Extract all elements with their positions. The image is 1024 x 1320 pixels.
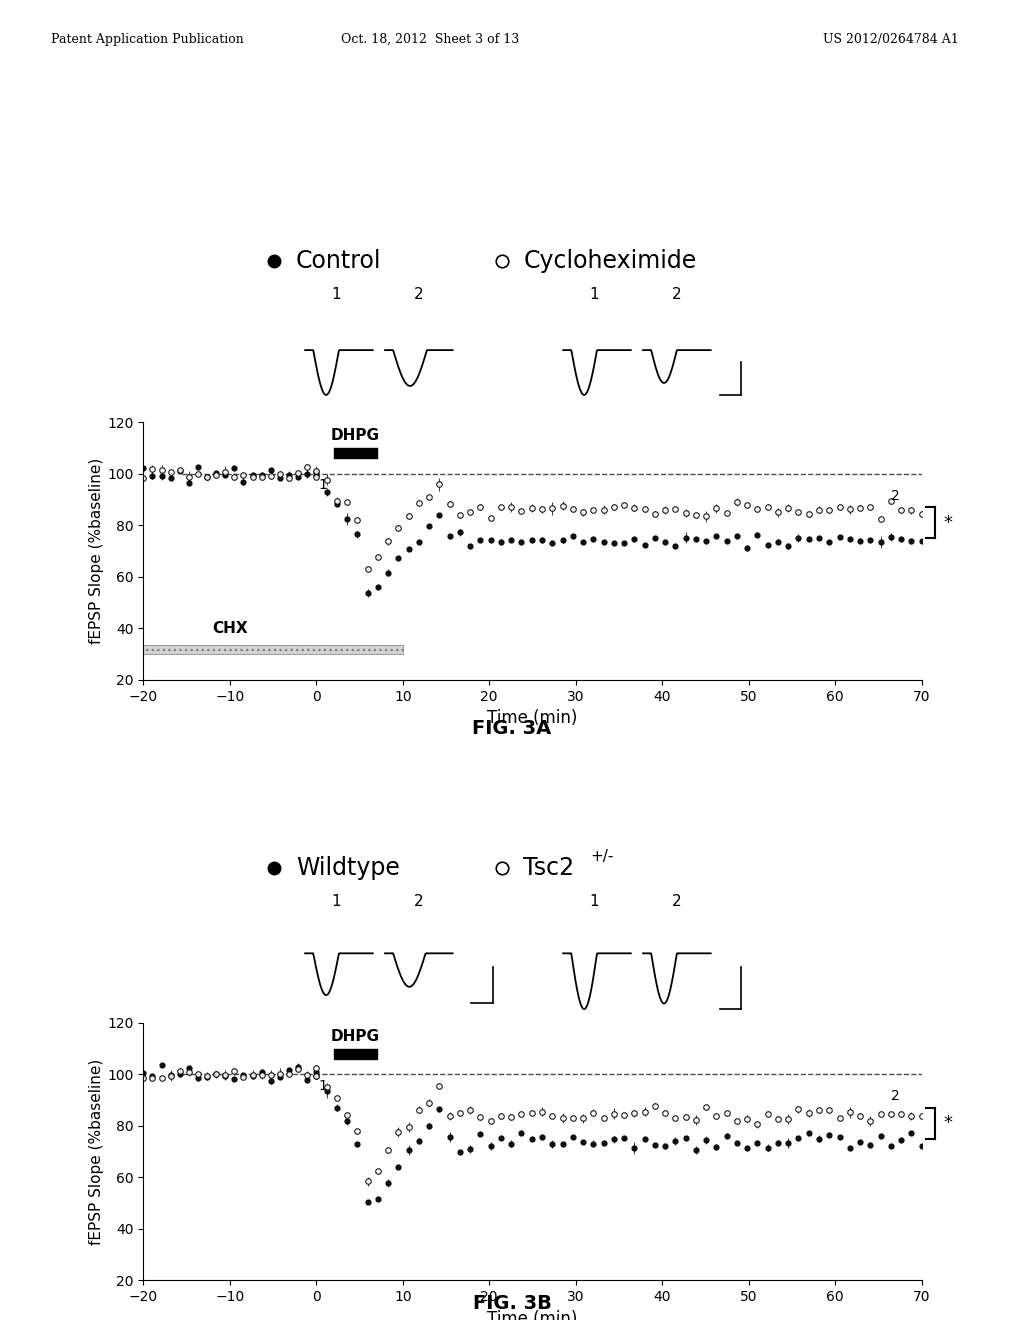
Text: 2: 2	[414, 288, 424, 302]
Text: Cycloheximide: Cycloheximide	[523, 248, 696, 273]
Text: 2: 2	[891, 1089, 900, 1104]
Text: *: *	[943, 1114, 952, 1133]
Text: Wildtype: Wildtype	[296, 855, 399, 880]
Text: 1: 1	[318, 1078, 328, 1093]
Text: 1: 1	[318, 478, 328, 492]
Y-axis label: fEPSP Slope (%baseline): fEPSP Slope (%baseline)	[89, 1059, 104, 1245]
Text: US 2012/0264784 A1: US 2012/0264784 A1	[823, 33, 958, 46]
Y-axis label: fEPSP Slope (%baseline): fEPSP Slope (%baseline)	[89, 458, 104, 644]
Text: Tsc2: Tsc2	[523, 855, 574, 880]
X-axis label: Time (min): Time (min)	[487, 1309, 578, 1320]
Text: 1: 1	[331, 894, 341, 908]
Text: FIG. 3B: FIG. 3B	[472, 1295, 552, 1313]
Text: 2: 2	[672, 288, 682, 302]
Text: 1: 1	[589, 288, 599, 302]
Text: Oct. 18, 2012  Sheet 3 of 13: Oct. 18, 2012 Sheet 3 of 13	[341, 33, 519, 46]
Text: Patent Application Publication: Patent Application Publication	[51, 33, 244, 46]
X-axis label: Time (min): Time (min)	[487, 709, 578, 727]
Text: DHPG: DHPG	[331, 1028, 380, 1044]
Text: Control: Control	[296, 248, 381, 273]
Text: FIG. 3A: FIG. 3A	[472, 719, 552, 738]
Text: 1: 1	[589, 894, 599, 908]
Text: +/-: +/-	[591, 849, 614, 863]
Text: 2: 2	[891, 488, 900, 503]
Text: 2: 2	[672, 894, 682, 908]
Text: DHPG: DHPG	[331, 428, 380, 444]
Text: 1: 1	[331, 288, 341, 302]
Text: *: *	[943, 513, 952, 532]
Text: CHX: CHX	[212, 620, 248, 636]
Text: 2: 2	[414, 894, 424, 908]
